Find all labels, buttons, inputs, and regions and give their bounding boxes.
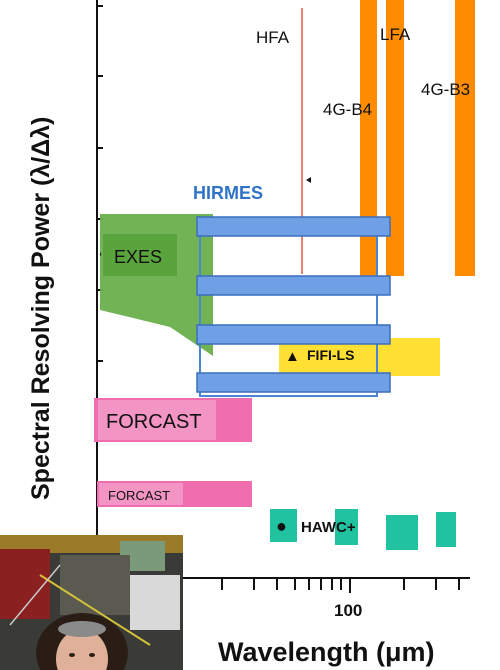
hirmes-bar-1 (196, 216, 391, 237)
hirmes-bar-3 (196, 324, 391, 345)
hawc-box-3 (386, 515, 418, 550)
forcast-label-box-1 (98, 400, 216, 440)
forcast-label-box-2 (99, 483, 183, 505)
4g-b4-label: 4G-B4 (323, 100, 372, 119)
forcast-label-1: FORCAST (106, 411, 202, 433)
hirmes-label: HIRMES (193, 183, 263, 203)
lfa-label: LFA (380, 25, 411, 44)
exes-label-box (103, 234, 177, 276)
inset-photo (0, 535, 183, 670)
x-tick-label-100: 100 (334, 601, 362, 620)
y-axis-label: Spectral Resolving Power (λ/Δλ) (27, 117, 55, 500)
orange-bar-4g-b4 (360, 0, 377, 276)
small-marker-icon (306, 177, 311, 183)
hirmes-bar-4 (196, 372, 391, 393)
orange-bar-lfa (386, 0, 404, 276)
hawc-box-2 (335, 509, 358, 545)
hawc-box-1 (270, 509, 297, 542)
forcast-label-2: FORCAST (108, 488, 170, 503)
hfa-label: HFA (256, 28, 290, 47)
x-axis-label: Wavelength (μm) (218, 637, 435, 667)
hirmes-bar-2 (196, 275, 391, 296)
fifi-ls-label: FIFI-LS (307, 347, 354, 363)
exes-label: EXES (114, 247, 162, 267)
hawc-label: HAWC+ (301, 519, 356, 536)
exes-mark: ‘ (99, 249, 102, 265)
4g-b3-label: 4G-B3 (421, 80, 470, 99)
x-ticks (221, 578, 460, 593)
fifi-ls-triangle-icon: ▲ (285, 348, 300, 365)
hawc-dot-icon: ● (276, 516, 287, 536)
orange-bar-4g-b3 (455, 0, 475, 276)
hawc-box-4 (436, 512, 456, 547)
